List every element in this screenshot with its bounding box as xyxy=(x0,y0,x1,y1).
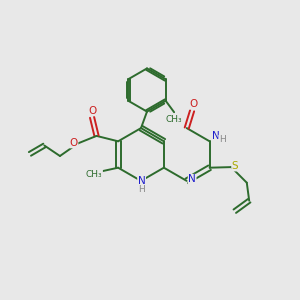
Text: N: N xyxy=(212,131,220,141)
Text: H: H xyxy=(138,185,145,194)
Text: CH₃: CH₃ xyxy=(86,170,102,179)
Text: S: S xyxy=(232,161,238,171)
Text: N: N xyxy=(138,176,146,186)
Text: O: O xyxy=(190,99,198,109)
Text: CH₃: CH₃ xyxy=(166,115,182,124)
Text: H: H xyxy=(219,135,226,144)
Text: N: N xyxy=(188,174,196,184)
Text: O: O xyxy=(88,106,96,116)
Text: O: O xyxy=(70,138,78,148)
